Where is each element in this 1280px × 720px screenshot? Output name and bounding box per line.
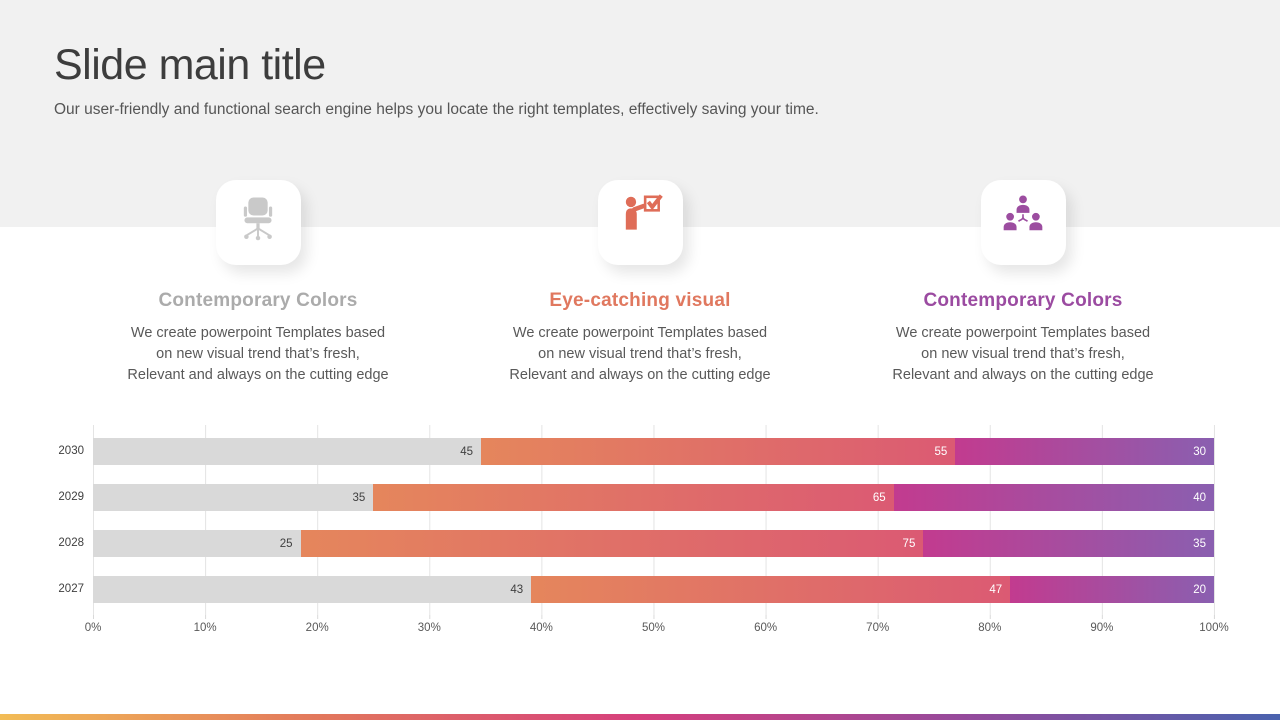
x-axis-tick-label: 70% <box>866 622 890 634</box>
chart-category-label: 2027 <box>58 583 84 595</box>
card-title: Contemporary Colors <box>158 290 358 311</box>
page-subtitle: Our user-friendly and functional search … <box>54 100 819 118</box>
chart-bar-segment: 30 <box>955 438 1214 465</box>
chart-bar-segment: 20 <box>1010 576 1214 603</box>
chart-bar-row: 2030 45 55 30 <box>58 438 1214 465</box>
chart-bar-row: 2027 43 47 20 <box>58 576 1214 603</box>
stacked-bar-chart: 2030 45 55 30 2029 35 65 40 2028 25 75 35 2027 43 47 20… <box>0 425 1280 645</box>
chart-bar-segment: 47 <box>531 576 1011 603</box>
page-title: Slide main title <box>54 41 326 89</box>
chart-category-label: 2030 <box>58 445 84 457</box>
card-description: We create powerpoint Templates based on … <box>892 325 1154 383</box>
icon-card-box <box>980 180 1066 265</box>
feature-card-contemporary-colors-purple: Contemporary Colors We create powerpoint… <box>863 180 1183 386</box>
x-axis-tick-label: 80% <box>978 622 1002 634</box>
x-axis-tick-label: 30% <box>417 622 441 634</box>
x-axis-tick-label: 60% <box>754 622 778 634</box>
x-axis-tick-label: 10% <box>193 622 217 634</box>
chart-bar-row: 2029 35 65 40 <box>58 484 1214 511</box>
chart-bar-segment: 65 <box>373 484 894 511</box>
chart-bar-segment: 40 <box>893 484 1214 511</box>
chart-bar-segment: 25 <box>93 530 301 557</box>
x-axis-tick-label: 40% <box>529 622 553 634</box>
chart-bar-segment: 35 <box>923 530 1214 557</box>
card-description: We create powerpoint Templates based on … <box>127 325 389 383</box>
x-axis-tick-label: 20% <box>305 622 329 634</box>
card-title: Eye-catching visual <box>549 290 731 311</box>
chart-category-label: 2029 <box>58 491 84 503</box>
slide-header: Slide main title Our user-friendly and f… <box>54 40 819 119</box>
chart-bar-segment: 45 <box>93 438 482 465</box>
chart-tick-marks <box>93 615 1215 619</box>
card-title: Contemporary Colors <box>923 290 1123 311</box>
team-hierarchy-icon <box>994 191 1052 254</box>
chart-category-label: 2028 <box>58 537 84 549</box>
x-axis-tick-label: 50% <box>641 622 666 634</box>
x-axis-tick-label: 90% <box>1090 622 1114 634</box>
chart-bar-segment: 55 <box>481 438 956 465</box>
footer-gradient-bar <box>0 714 1280 720</box>
feature-card-eye-catching-visual: Eye-catching visual We create powerpoint… <box>480 180 800 386</box>
chart-plot: 2030 45 55 30 2029 35 65 40 2028 25 75 35 2027 43 47 20 <box>58 425 1215 615</box>
chart-bar-segment: 35 <box>93 484 374 511</box>
icon-card-box <box>597 180 683 265</box>
chart-x-axis: 0% 10% 20% 30% 40% 50% 60% 70% 80% 90% 100% <box>85 622 1229 640</box>
presenter-checkbox-icon <box>611 191 669 254</box>
chart-bar-segment: 75 <box>300 530 924 557</box>
chart-bar-row: 2028 25 75 35 <box>58 530 1214 557</box>
chart-bar-segment: 43 <box>93 576 532 603</box>
x-axis-tick-label: 0% <box>84 622 102 634</box>
icon-card-box <box>215 180 301 265</box>
office-chair-icon <box>229 191 287 254</box>
card-description: We create powerpoint Templates based on … <box>509 325 771 383</box>
feature-card-contemporary-colors-gray: Contemporary Colors We create powerpoint… <box>98 180 418 386</box>
x-axis-tick-label: 100% <box>1199 622 1229 634</box>
